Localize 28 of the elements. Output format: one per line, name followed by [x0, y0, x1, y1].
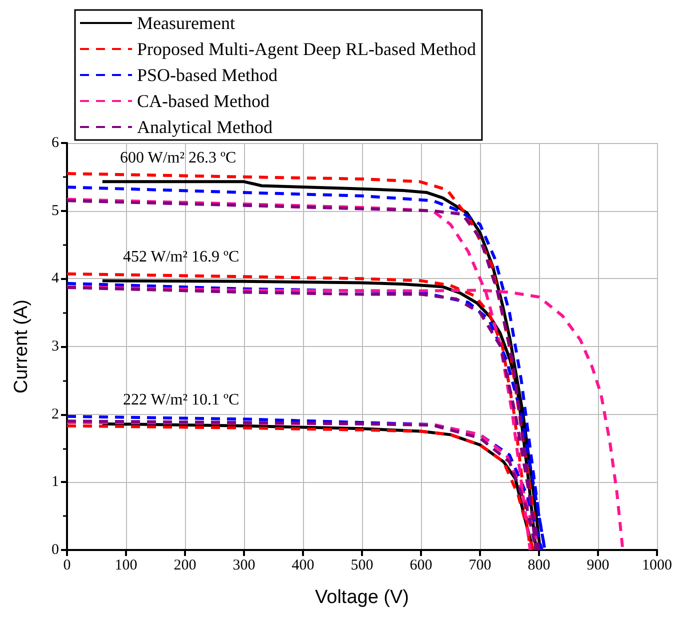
x-tick-label: 200	[174, 558, 196, 574]
y-tick-label: 1	[52, 474, 59, 490]
x-tick-label: 900	[586, 558, 610, 574]
legend-label: Measurement	[137, 13, 235, 33]
y-tick-label: 4	[52, 270, 60, 287]
y-axis-title: Current (A)	[11, 300, 32, 394]
legend-label: CA-based Method	[137, 91, 270, 111]
x-tick-label: 600	[410, 558, 432, 574]
legend-label: PSO-based Method	[137, 65, 278, 85]
y-tick-label: 6	[52, 135, 60, 151]
annotation: 600 W/m² 26.3 ºC	[120, 150, 236, 166]
x-tick-label: 300	[232, 558, 256, 574]
y-tick-label: 2	[52, 406, 59, 422]
x-axis-title: Voltage (V)	[315, 587, 409, 608]
annotation: 452 W/m² 16.9 ºC	[123, 248, 240, 266]
y-tick-label: 5	[52, 202, 59, 219]
x-tick-label: 400	[292, 558, 314, 574]
x-tick-label: 100	[114, 558, 138, 574]
annotation: 222 W/m² 10.1 ºC	[123, 392, 240, 408]
x-tick-label: 0	[63, 558, 71, 574]
x-tick-label: 800	[528, 558, 550, 574]
x-tick-label: 1000	[642, 558, 672, 574]
y-tick-label: 3	[52, 338, 59, 354]
legend-label: Analytical Method	[137, 117, 272, 137]
x-tick-label: 700	[468, 558, 492, 574]
y-tick-label: 0	[52, 542, 59, 558]
legend-label: Proposed Multi-Agent Deep RL-based Method	[137, 39, 476, 59]
x-tick-label: 500	[350, 558, 374, 574]
